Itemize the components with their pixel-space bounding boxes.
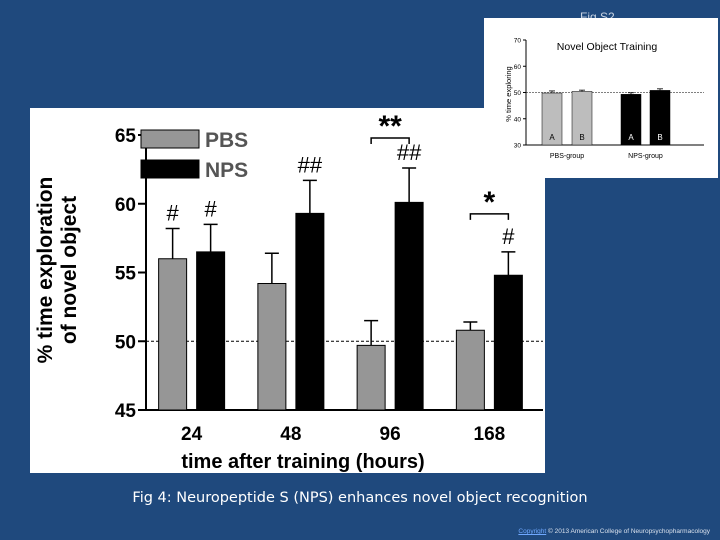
inset-bar-label: A <box>628 133 634 142</box>
significance-marker: ## <box>397 140 422 165</box>
copyright-notice: Copyright © 2013 American College of Neu… <box>518 528 710 535</box>
x-tick-label: 48 <box>280 424 301 445</box>
legend-swatch-pbs <box>140 129 200 149</box>
figure-caption: Fig 4: Neuropeptide S (NPS) enhances nov… <box>132 490 588 506</box>
inset-bar-label: A <box>549 133 555 142</box>
significance-bracket <box>370 137 410 144</box>
legend-label-pbs: PBS <box>205 129 248 152</box>
inset-x-tick-label: NPS-group <box>628 153 663 160</box>
significance-marker: # <box>205 196 218 221</box>
bar-nps-48 <box>295 212 325 411</box>
copyright-link[interactable]: Copyright <box>518 528 547 535</box>
inset-y-tick-label: 50 <box>514 90 522 97</box>
inset-bar-label: B <box>657 133 662 142</box>
significance-stars: * <box>484 186 496 219</box>
inset-y-tick-label: 40 <box>514 116 522 123</box>
bar-nps-168 <box>493 274 523 411</box>
y-tick-label: 50 <box>115 332 136 353</box>
y-axis-title: % time exploration <box>34 177 57 364</box>
y-axis-title: of novel object <box>58 196 81 344</box>
inset-y-tick-label: 70 <box>514 38 522 45</box>
inset-training-chart: Novel Object Training 30 40 50 60 70 % time ex… <box>484 18 718 178</box>
significance-marker: # <box>502 224 515 249</box>
significance-bracket <box>469 213 510 220</box>
bar-pbs-24 <box>158 258 188 411</box>
bar-pbs-48 <box>257 283 287 411</box>
copyright-text: © 2013 American College of Neuropsychoph… <box>548 528 710 535</box>
bar-pbs-96 <box>356 344 386 411</box>
x-tick-label: 96 <box>380 424 401 445</box>
y-tick-label: 65 <box>115 126 137 147</box>
y-tick-label: 45 <box>115 401 137 422</box>
inset-y-axis-title: % time exploring <box>504 66 513 121</box>
significance-marker: ## <box>298 152 323 177</box>
legend-label-nps: NPS <box>205 159 248 182</box>
bar-pbs-168 <box>455 329 485 411</box>
x-tick-label: 168 <box>474 424 506 445</box>
inset-y-tick-label: 60 <box>514 64 522 71</box>
bar-nps-24 <box>196 251 226 411</box>
x-axis-title: time after training (hours) <box>181 451 424 473</box>
inset-x-tick-label: PBS-group <box>550 153 584 160</box>
x-tick-label: 24 <box>181 424 203 445</box>
y-tick-label: 55 <box>115 264 137 285</box>
bar-nps-96 <box>394 201 424 411</box>
inset-title: Novel Object Training <box>557 41 658 53</box>
legend-swatch-nps <box>140 159 200 179</box>
y-tick-label: 60 <box>115 195 136 216</box>
inset-y-tick-label: 30 <box>514 143 522 150</box>
significance-stars: ** <box>378 110 402 143</box>
inset-bar-label: B <box>579 133 584 142</box>
significance-marker: # <box>167 201 180 226</box>
